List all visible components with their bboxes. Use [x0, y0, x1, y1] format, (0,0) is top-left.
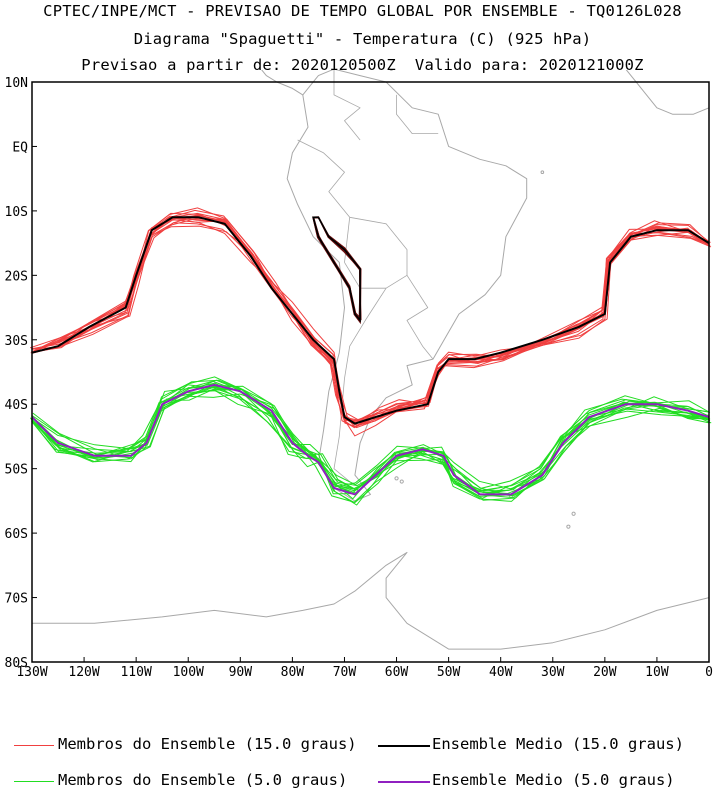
border-5: [396, 94, 439, 134]
legend-members-5: Membros do Ensemble (5.0 graus): [58, 771, 348, 789]
latitude-axis: 10N EQ 10S 20S 30S 40S 50S 60S 70S 80S: [5, 76, 37, 671]
map-frame: [31, 81, 710, 663]
border-0: [297, 139, 351, 263]
lon-label: 40W: [489, 665, 513, 680]
coast-central-america: [261, 70, 304, 96]
border-1: [344, 216, 408, 289]
member-5-line: [32, 387, 711, 499]
lat-label: 40S: [5, 398, 28, 413]
coast-africa: [625, 70, 710, 115]
member-5-line: [33, 379, 712, 501]
member-15-line: [32, 218, 710, 427]
island-n-3: [540, 170, 545, 175]
member-15-line: [31, 219, 710, 423]
lon-label: 10W: [645, 665, 669, 680]
member-15-line: [31, 207, 711, 421]
lon-label: 50W: [437, 665, 461, 680]
title-line-1: CPTEC/INPE/MCT - PREVISAO DE TEMPO GLOBA…: [43, 2, 682, 20]
title-line-3: Previsao a partir de: 2020120500Z Valido…: [81, 56, 644, 74]
member-15-line: [32, 214, 710, 427]
ensemble-members-5: [29, 376, 712, 506]
island-0: [394, 476, 399, 481]
spaghetti-map: 10N EQ 10S 20S 30S 40S 50S 60S 70S 80S 130W 120W 11…: [5, 70, 713, 680]
coast-south-america: [286, 70, 528, 502]
member-15-line: [31, 217, 710, 426]
coastlines: [32, 70, 710, 650]
lon-label: 90W: [229, 665, 253, 680]
legend-members-15: Membros do Ensemble (15.0 graus): [58, 735, 357, 753]
member-15-line: [31, 212, 711, 421]
island-3: [571, 511, 576, 516]
lat-label: 50S: [5, 463, 28, 478]
border-4: [333, 70, 361, 141]
border-2: [406, 275, 434, 360]
lat-label: 60S: [5, 527, 28, 542]
island-1: [399, 479, 404, 484]
lat-label: EQ: [12, 140, 28, 155]
member-15-line: [29, 209, 712, 424]
legend-mean-5: Ensemble Medio (5.0 graus): [432, 771, 675, 789]
member-15-line: [32, 217, 709, 429]
legend-mean-15: Ensemble Medio (15.0 graus): [432, 735, 684, 753]
coast-antarctica: [32, 551, 710, 650]
andes-mean-line: [312, 216, 361, 323]
lon-label: 120W: [68, 665, 99, 680]
lon-label: 20W: [593, 665, 617, 680]
member-15-line: [31, 222, 710, 429]
lon-label: 30W: [541, 665, 565, 680]
member-5-line: [31, 388, 709, 490]
member-15-line: [31, 215, 710, 421]
ensemble-members-15: [29, 207, 712, 437]
lon-label: 110W: [120, 665, 151, 680]
lon-label: 0: [705, 665, 713, 680]
legend-swatch-members-5: [14, 781, 54, 782]
member-15-line: [32, 212, 710, 426]
title-line-2: Diagrama "Spaguetti" - Temperatura (C) (…: [133, 30, 592, 48]
lon-label: 60W: [385, 665, 409, 680]
legend-swatch-mean-5: [378, 781, 430, 783]
legend-swatch-mean-15: [378, 745, 430, 747]
island-4: [566, 524, 571, 529]
lon-label: 70W: [333, 665, 357, 680]
member-15-line: [30, 215, 711, 422]
member-5-line: [31, 376, 710, 502]
lon-label: 100W: [173, 665, 204, 680]
lat-label: 30S: [5, 334, 28, 349]
ensemble-means: [31, 216, 710, 496]
border-3: [333, 287, 387, 482]
lat-label: 70S: [5, 592, 28, 607]
lon-label: 130W: [16, 665, 47, 680]
legend-swatch-members-15: [14, 745, 54, 746]
mean-15-line: [31, 216, 710, 425]
member-5-line: [29, 383, 708, 495]
member-15-line: [31, 220, 710, 428]
mean-5-line: [31, 383, 710, 496]
lat-label: 80S: [5, 656, 28, 671]
longitude-axis: 130W 120W 110W 100W 90W 80W 70W 60W 50W 40W 30W 20W…: [16, 657, 713, 680]
member-5-line: [32, 385, 710, 492]
member-5-line: [31, 393, 709, 504]
lat-label: 10S: [5, 205, 28, 220]
lon-label: 80W: [281, 665, 305, 680]
member-5-line: [30, 389, 709, 500]
lat-label: 20S: [5, 269, 28, 284]
lat-label: 10N: [5, 76, 28, 91]
